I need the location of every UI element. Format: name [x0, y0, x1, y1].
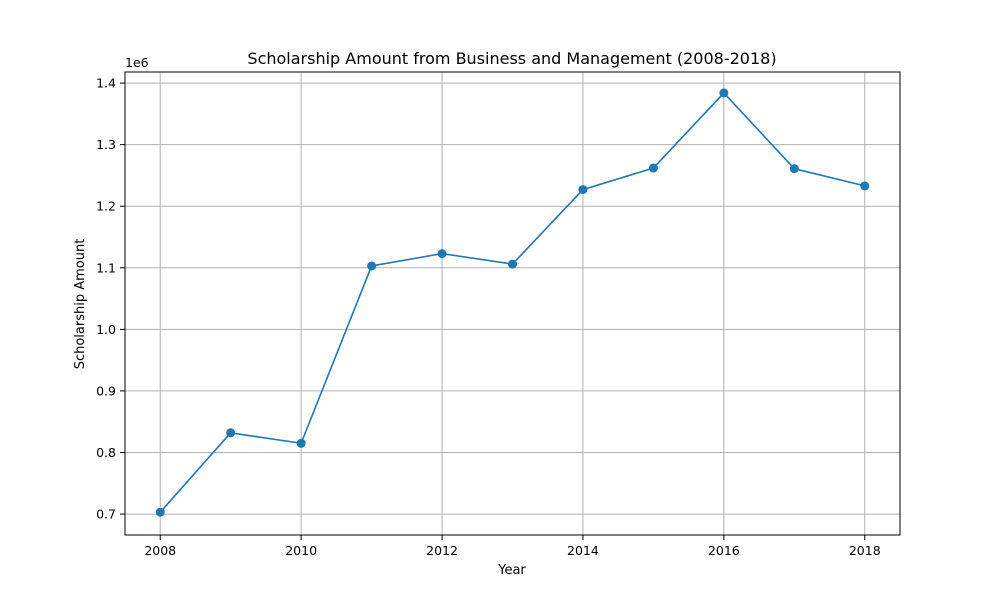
x-tick-label: 2016: [708, 543, 740, 558]
data-point: [578, 185, 588, 195]
data-point: [226, 428, 236, 438]
series-layer: [155, 88, 870, 517]
data-point: [789, 164, 799, 174]
y-tick-label: 1.3: [96, 137, 116, 152]
chart-title: Scholarship Amount from Business and Man…: [247, 49, 776, 68]
data-point: [860, 181, 870, 191]
y-axis-label: Scholarship Amount: [73, 239, 88, 370]
y-tick-label: 1.4: [96, 76, 116, 91]
x-tick-label: 2010: [285, 543, 317, 558]
x-tick-label: 2012: [426, 543, 458, 558]
data-point: [648, 163, 658, 173]
axis-ticks: 2008 2010 2012 2014 2016 2018 0.7 0.8 0.9 1.0 1.1 1…: [96, 76, 881, 558]
y-axis-offset-label: 1e6: [125, 55, 149, 70]
y-tick-label: 1.1: [96, 260, 116, 275]
y-tick-label: 1.2: [96, 199, 116, 214]
data-point: [437, 249, 447, 259]
grid-lines: [125, 72, 900, 535]
data-point: [296, 438, 306, 448]
x-tick-label: 2014: [567, 543, 599, 558]
plot-area-frame: [124, 71, 901, 536]
y-tick-label: 0.7: [96, 507, 116, 522]
x-axis-label: Year: [497, 563, 526, 578]
data-point: [367, 261, 377, 271]
x-tick-label: 2008: [144, 543, 176, 558]
y-tick-label: 0.9: [96, 383, 116, 398]
data-point: [719, 88, 729, 98]
data-point: [508, 259, 517, 269]
data-point: [155, 507, 165, 517]
y-tick-label: 0.8: [96, 445, 116, 460]
x-tick-label: 2018: [849, 543, 881, 558]
y-tick-label: 1.0: [96, 322, 116, 337]
series-line: [159, 92, 865, 513]
